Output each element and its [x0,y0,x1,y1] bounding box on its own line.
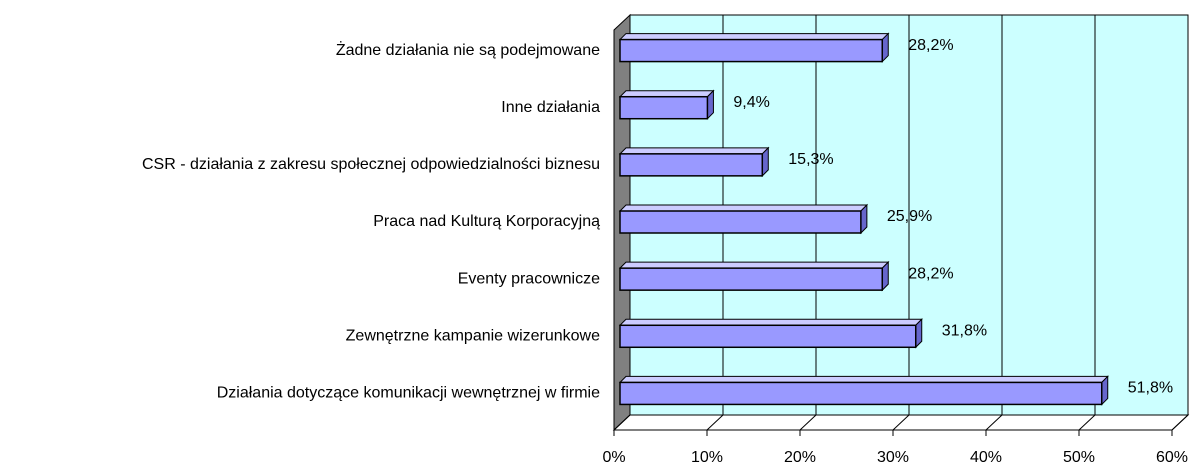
value-label: 28,2% [908,37,953,54]
x-tick-label: 50% [1063,449,1095,466]
bar [619,324,917,349]
x-tick-label: 40% [970,449,1002,466]
bar [619,153,764,177]
value-label: 9,4% [733,94,769,111]
x-tick-label: 30% [877,449,909,466]
y-tick-label: Działania dotyczące komunikacji wewnętrz… [217,385,600,402]
y-tick-label: Eventy pracownicze [458,270,600,287]
bar [619,210,862,234]
value-label: 25,9% [887,208,932,225]
x-tick-label: 20% [784,449,816,466]
y-tick-label: Zewnętrzne kampanie wizerunkowe [346,328,600,345]
bar-top [618,318,923,326]
bar [619,381,1103,406]
bar-top [618,90,715,98]
bar [619,95,709,120]
value-label: 15,3% [788,151,833,168]
value-label: 28,2% [908,265,953,282]
bar-top [618,261,890,269]
value-label: 51,8% [1128,380,1173,397]
bar [619,38,884,63]
y-tick-label: Praca nad Kulturą Korporacyjną [373,213,600,230]
y-tick-label: Inne działania [501,99,600,116]
floor-grid-line [1078,414,1096,431]
x-tick-label: 0% [602,449,625,466]
y-tick-label: Żadne działania nie są podejmowane [336,40,600,59]
x-tick-label: 60% [1156,449,1188,466]
floor-grid-line [985,414,1003,431]
bar-top [618,147,770,155]
value-label: 31,8% [942,323,987,340]
x-tick-label: 10% [691,449,723,466]
bar [619,267,884,291]
floor-grid-line [706,414,724,431]
floor-grid-line [1171,414,1189,431]
floor-grid-line [799,414,817,431]
floor-grid-line [892,414,910,431]
bar-top [618,33,890,41]
y-tick-label: CSR - działania z zakresu społecznej odp… [142,156,600,173]
bar-top [618,204,869,212]
floor-grid-line [613,414,631,431]
bar-top [618,375,1109,383]
